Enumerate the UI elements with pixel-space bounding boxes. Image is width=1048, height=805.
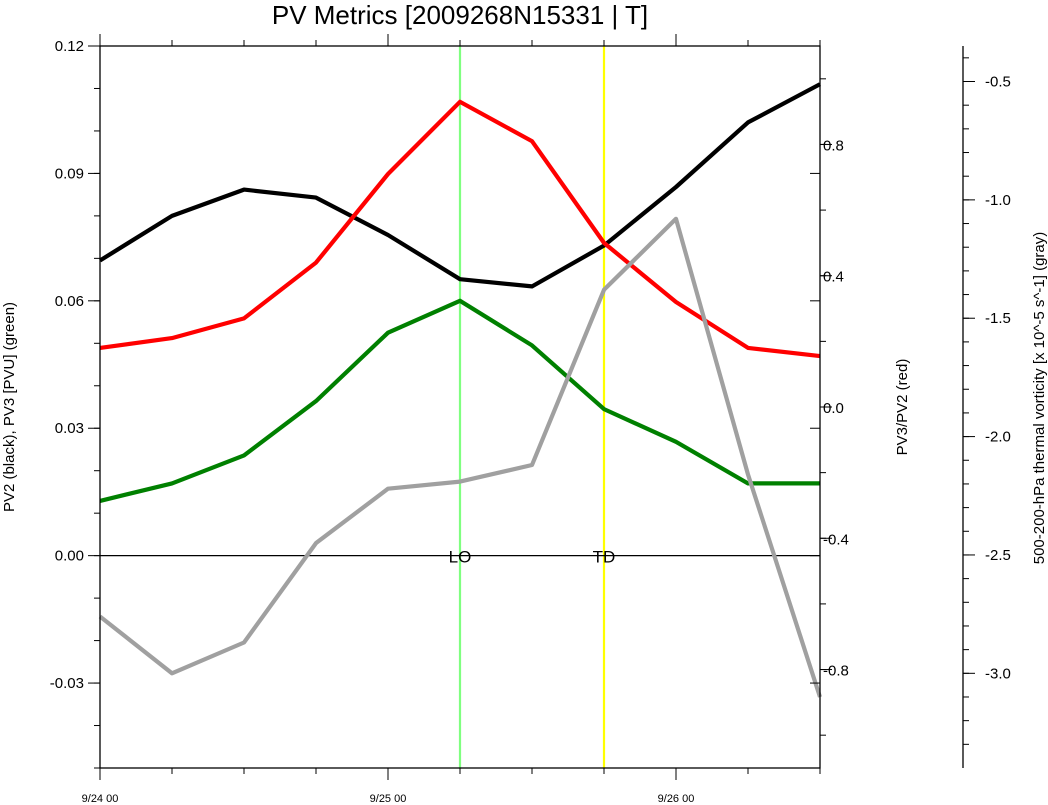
far-right-tick-label: -2.0 <box>985 429 1011 446</box>
far-right-tick-label: -0.5 <box>985 74 1011 91</box>
series-line-1 <box>99 298 820 503</box>
x-tick-label: 9/25 00 <box>370 793 407 805</box>
right-tick-label: -0.8 <box>823 663 849 680</box>
left-tick-label: -0.03 <box>50 675 84 692</box>
left-tick-label: 0.06 <box>55 293 84 310</box>
reference-labels: LO TD <box>449 548 616 567</box>
series-line-0 <box>98 82 821 289</box>
left-tick-label: 0.03 <box>55 420 84 437</box>
right-tick-label: 0.8 <box>823 137 844 154</box>
x-tick-label: 9/26 00 <box>658 793 695 805</box>
far-right-axis-label: 500-200-hPa thermal vorticity [x 10^-5 s… <box>1031 232 1048 565</box>
left-axis: 0.12 0.09 0.06 0.03 0.00 -0.03 <box>50 38 820 769</box>
x-axis: 9/24 00 9/25 00 9/26 00 <box>82 34 821 805</box>
far-right-axis: -0.5 -1.0 -1.5 -2.0 -2.5 -3.0 <box>962 46 1011 768</box>
series-line-2 <box>99 99 821 359</box>
series-lines <box>98 82 822 698</box>
left-axis-label: PV2 (black), PV3 [PVU] (green) <box>1 302 18 512</box>
far-right-tick-label: -3.0 <box>985 665 1011 682</box>
right-tick-label: -0.4 <box>823 531 849 548</box>
right-axis: 0.8 0.4 0.0 -0.4 -0.8 <box>820 78 849 736</box>
x-tick-label: 9/24 00 <box>82 793 119 805</box>
reference-label-lo: LO <box>449 548 472 567</box>
right-tick-label: 0.4 <box>823 269 844 286</box>
series-line-3 <box>98 216 822 698</box>
far-right-tick-label: -1.5 <box>985 310 1011 327</box>
reference-lines <box>458 46 606 768</box>
chart-title: PV Metrics [2009268N15331 | T] <box>272 0 648 30</box>
left-tick-label: 0.12 <box>55 38 84 55</box>
reference-label-td: TD <box>593 548 616 567</box>
left-tick-label: 0.00 <box>55 548 84 565</box>
left-tick-label: 0.09 <box>55 165 84 182</box>
right-tick-label: 0.0 <box>823 400 844 417</box>
right-axis-label: PV3/PV2 (red) <box>894 359 911 456</box>
far-right-tick-label: -2.5 <box>985 547 1011 564</box>
far-right-tick-label: -1.0 <box>985 192 1011 209</box>
